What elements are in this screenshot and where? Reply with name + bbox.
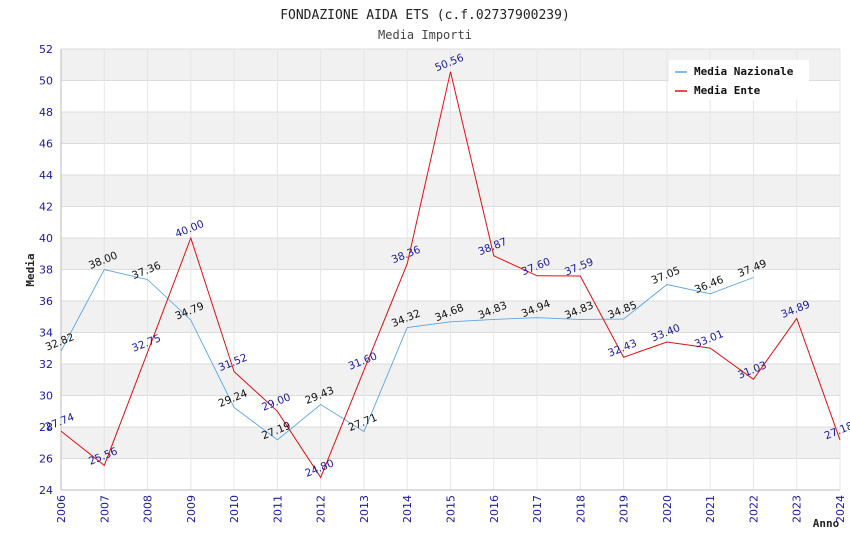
data-label: 32.75 [130,332,162,354]
series-line-media-nazionale [60,268,754,441]
y-tick-label: 36 [39,295,53,308]
data-label: 36.46 [693,274,726,297]
x-tick-label: 2007 [98,495,111,523]
chart-title: FONDAZIONE AIDA ETS (c.f.02737900239) [280,8,570,23]
series-lines [60,71,841,479]
x-tick-label: 2023 [791,495,804,523]
x-tick-label: 2021 [704,495,717,523]
y-tick-labels: 24 26 28 30 32 34 36 38 40 42 44 46 48 50 52 [39,43,53,497]
x-tick-label: 2015 [445,495,458,523]
x-tick-label: 2017 [531,495,544,523]
y-tick-label: 38 [39,264,53,277]
legend-box [669,60,809,100]
x-tick-label: 2014 [401,495,414,523]
x-tick-label: 2022 [747,495,760,523]
y-axis-label: Media [24,253,37,286]
x-tick-label: 2008 [142,495,155,523]
x-tick-label: 2016 [488,495,501,523]
y-tick-label: 24 [39,484,53,497]
y-tick-label: 52 [39,43,53,56]
axes [60,49,840,491]
y-tick-label: 32 [39,358,53,371]
y-tick-label: 30 [39,390,53,403]
x-tick-label: 2010 [228,495,241,523]
legend: Media Nazionale Media Ente [669,60,809,100]
data-label: 32.43 [606,337,638,359]
y-tick-label: 48 [39,106,53,119]
series-line-media-ente [60,71,841,479]
x-axis-label: Anno [813,517,840,530]
y-tick-label: 34 [39,327,53,340]
y-tick-label: 50 [39,75,53,88]
y-tick-label: 40 [39,232,53,245]
legend-label-nazionale: Media Nazionale [694,65,794,78]
y-tick-label: 42 [39,201,53,214]
y-tick-label: 28 [39,421,53,434]
legend-label-ente: Media Ente [694,84,761,97]
y-tick-label: 46 [39,138,53,151]
x-tick-label: 2006 [55,495,68,523]
x-tick-labels: 2006 2007 2008 2009 2010 2011 2012 2013 2014 2015… [55,495,847,523]
x-tick-label: 2019 [618,495,631,523]
y-tick-label: 26 [39,453,53,466]
x-tick-label: 2012 [315,495,328,523]
chart-subtitle: Media Importi [378,28,472,42]
y-tick-label: 44 [39,169,53,182]
x-tick-label: 2011 [271,495,284,523]
x-tick-label: 2013 [358,495,371,523]
data-label: 40.00 [173,218,205,240]
x-tick-label: 2024 [834,495,847,523]
x-tick-label: 2020 [661,495,674,523]
x-tick-label: 2009 [185,495,198,523]
x-tick-label: 2018 [574,495,587,523]
